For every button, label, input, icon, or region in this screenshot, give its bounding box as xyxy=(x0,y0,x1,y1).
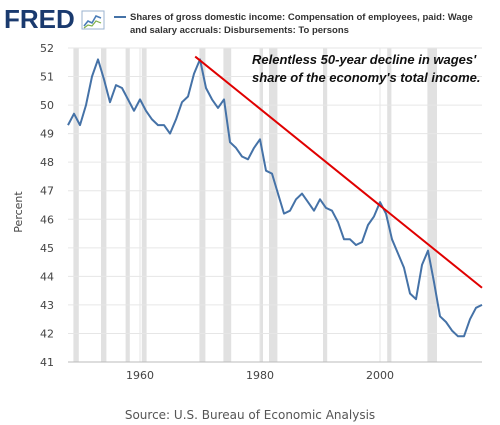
series-line xyxy=(67,58,483,338)
recession-band xyxy=(125,48,130,362)
recession-band xyxy=(427,48,437,362)
y-tick-label: 44 xyxy=(40,270,54,283)
x-tick-label: 1960 xyxy=(126,369,154,382)
annotation-line-2: share of the economy's total income. xyxy=(252,70,480,85)
gridlines xyxy=(68,47,482,363)
y-tick-label: 47 xyxy=(40,185,54,198)
y-axis-title: Percent xyxy=(12,191,25,233)
y-tick-label: 46 xyxy=(40,213,54,226)
recession-band xyxy=(73,48,79,362)
source-note: Source: U.S. Bureau of Economic Analysis xyxy=(125,408,375,422)
y-tick-label: 52 xyxy=(40,42,54,55)
recession-band xyxy=(387,48,392,362)
y-tick-label: 42 xyxy=(40,327,54,340)
y-tick-label: 43 xyxy=(40,299,54,312)
recession-band xyxy=(260,48,263,362)
y-tick-label: 49 xyxy=(40,128,54,141)
recession-band xyxy=(199,48,206,362)
y-tick-label: 50 xyxy=(40,99,54,112)
logo-chart-icon xyxy=(81,10,105,30)
x-tick-label: 1980 xyxy=(246,369,274,382)
recession-band xyxy=(141,48,147,362)
y-tick-label: 45 xyxy=(40,242,54,255)
legend-line-1: Shares of gross domestic income: Compens… xyxy=(130,12,473,23)
y-axis-ticks: 41 42 43 44 45 46 47 48 49 50 51 52 xyxy=(40,42,54,369)
recession-band xyxy=(269,48,278,362)
trend-line xyxy=(194,55,483,289)
recession-bands xyxy=(73,48,437,362)
y-tick-label: 48 xyxy=(40,156,54,169)
x-axis-ticks: 1960 1980 2000 xyxy=(68,361,482,382)
y-tick-label: 51 xyxy=(40,71,54,84)
y-tick-label: 41 xyxy=(40,356,54,369)
recession-band xyxy=(101,48,107,362)
legend-line-2: and salary accruals: Disbursements: To p… xyxy=(130,25,349,36)
recession-band xyxy=(223,48,232,362)
annotation-line-1: Relentless 50-year decline in wages' xyxy=(252,52,477,67)
series-layer xyxy=(67,58,483,338)
fred-logo: FRED xyxy=(4,4,75,34)
x-tick-label: 2000 xyxy=(366,369,394,382)
trendline-layer xyxy=(194,55,483,289)
